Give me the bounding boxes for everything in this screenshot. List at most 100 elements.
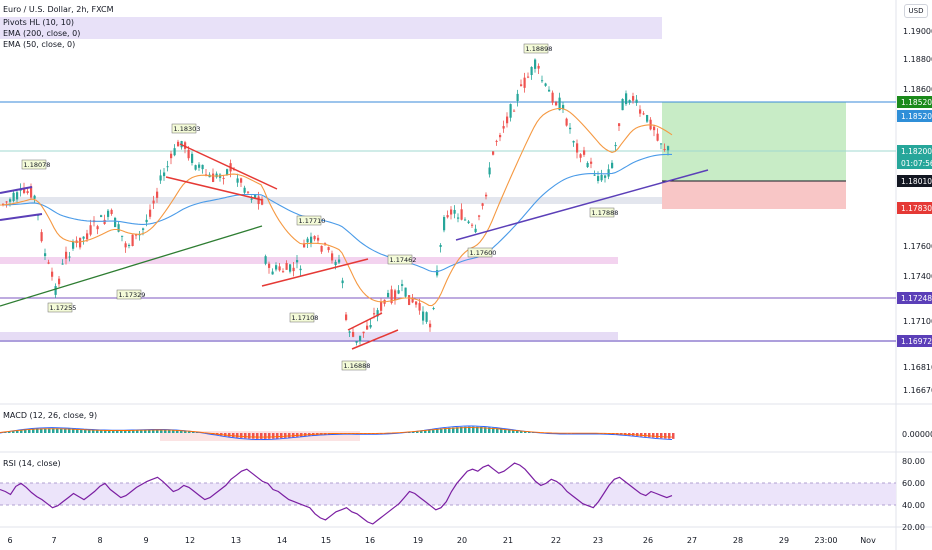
candle-body — [404, 287, 407, 297]
signal-line — [0, 427, 673, 438]
macd-title[interactable]: MACD (12, 26, close, 9) — [3, 411, 98, 420]
candle-body — [299, 268, 302, 271]
macd-bar — [240, 433, 243, 438]
macd-bar — [160, 429, 163, 433]
candle-body — [194, 165, 197, 170]
candle-body — [418, 303, 421, 311]
svg-text:1.16888: 1.16888 — [344, 362, 371, 370]
candle-body — [170, 153, 173, 159]
candle-body — [292, 267, 295, 272]
svg-text:1.18520: 1.18520 — [901, 98, 932, 107]
svg-text:1.17462: 1.17462 — [390, 256, 417, 264]
macd-bar — [172, 430, 175, 433]
candle-body — [110, 209, 113, 214]
svg-text:1.18898: 1.18898 — [526, 45, 553, 53]
indicator-pivots[interactable]: Pivots HL (10, 10) — [3, 18, 75, 27]
candle-body — [334, 261, 337, 265]
macd-bar — [20, 430, 23, 433]
macd-bar — [484, 427, 487, 433]
macd-bar — [152, 429, 155, 433]
candle-body — [40, 232, 43, 242]
macd-bar — [496, 428, 499, 433]
candle-body — [341, 280, 344, 284]
candle-body — [226, 169, 229, 175]
macd-bar — [412, 431, 415, 433]
candle-body — [597, 176, 600, 181]
candle-body — [551, 92, 554, 103]
candle-body — [264, 256, 267, 264]
candle-body — [79, 237, 82, 248]
candle-body — [131, 234, 134, 247]
trendline-purple — [455, 169, 709, 241]
candle-body — [65, 251, 68, 259]
candle-body — [506, 116, 509, 124]
time-tick: 19 — [413, 536, 423, 545]
candle-body — [520, 84, 523, 86]
svg-text:1.17710: 1.17710 — [299, 217, 326, 225]
indicator-ema50[interactable]: EMA (50, close, 0) — [3, 40, 76, 49]
candle-body — [271, 271, 274, 275]
macd-bar — [48, 428, 51, 433]
macd-bar — [504, 429, 507, 433]
chart-title[interactable]: Euro / U.S. Dollar, 2h, FXCM — [3, 5, 114, 14]
candle-body — [408, 295, 411, 305]
macd-bar — [4, 432, 7, 433]
candle-body — [247, 191, 250, 193]
candle-body — [646, 114, 649, 122]
price-tick: 1.16810 — [903, 363, 932, 372]
candle-body — [47, 262, 50, 264]
macd-bar — [104, 430, 107, 433]
macd-bar — [420, 431, 423, 433]
ema-lines — [0, 107, 673, 307]
candle-body — [439, 244, 442, 247]
candle-body — [499, 134, 502, 138]
macd-bar — [32, 428, 35, 433]
candle-body — [345, 314, 348, 320]
trendline-green — [0, 225, 263, 307]
time-tick: 8 — [97, 536, 102, 545]
candle-body — [289, 264, 292, 272]
candle-body — [359, 335, 362, 342]
price-axis[interactable]: 1.190001.188001.186001.185201.184201.182… — [897, 27, 932, 395]
indicator-ema200[interactable]: EMA (200, close, 0) — [3, 29, 81, 38]
macd-bar — [164, 429, 167, 433]
indicator-row-bg — [0, 17, 662, 28]
macd-bar — [176, 430, 179, 433]
candle-body — [390, 289, 393, 304]
candle-body — [121, 235, 124, 237]
macd-bar — [520, 430, 523, 433]
candle-body — [163, 172, 166, 177]
macd-bar — [232, 433, 235, 438]
time-axis[interactable]: 6 7 8 9 12 13 14 15 16 19 20 21 22 23 26 27 28 29 23:00 Nov — [7, 536, 876, 545]
candle-body — [240, 178, 243, 183]
macd-bar — [224, 433, 227, 437]
macd-bar — [508, 429, 511, 433]
pivot-label: 1.16888 — [341, 360, 371, 371]
macd-bar — [56, 428, 59, 433]
currency-button[interactable]: USD — [904, 4, 928, 18]
trendline-red — [165, 176, 263, 201]
macd-bar — [416, 431, 419, 433]
ema50-line — [0, 107, 673, 307]
svg-text:1.17830: 1.17830 — [901, 204, 932, 213]
candle-body — [348, 331, 351, 333]
candle-body — [485, 194, 488, 197]
candle-body — [579, 154, 582, 158]
candle-body — [362, 331, 365, 334]
macd-bar — [128, 430, 131, 433]
macd-bar — [480, 426, 483, 433]
candle-body — [443, 217, 446, 231]
macd-bar — [68, 428, 71, 433]
macd-bar — [672, 433, 675, 439]
macd-bar — [188, 431, 191, 433]
macd-bar — [244, 433, 247, 439]
candle-body — [653, 126, 656, 131]
svg-text:1.18078: 1.18078 — [24, 161, 51, 169]
time-tick: 16 — [365, 536, 375, 545]
candle-body — [453, 209, 456, 214]
rsi-title[interactable]: RSI (14, close) — [3, 459, 61, 468]
time-tick: 15 — [321, 536, 331, 545]
pivot-label: 1.17329 — [116, 289, 145, 300]
candle-body — [72, 241, 75, 249]
